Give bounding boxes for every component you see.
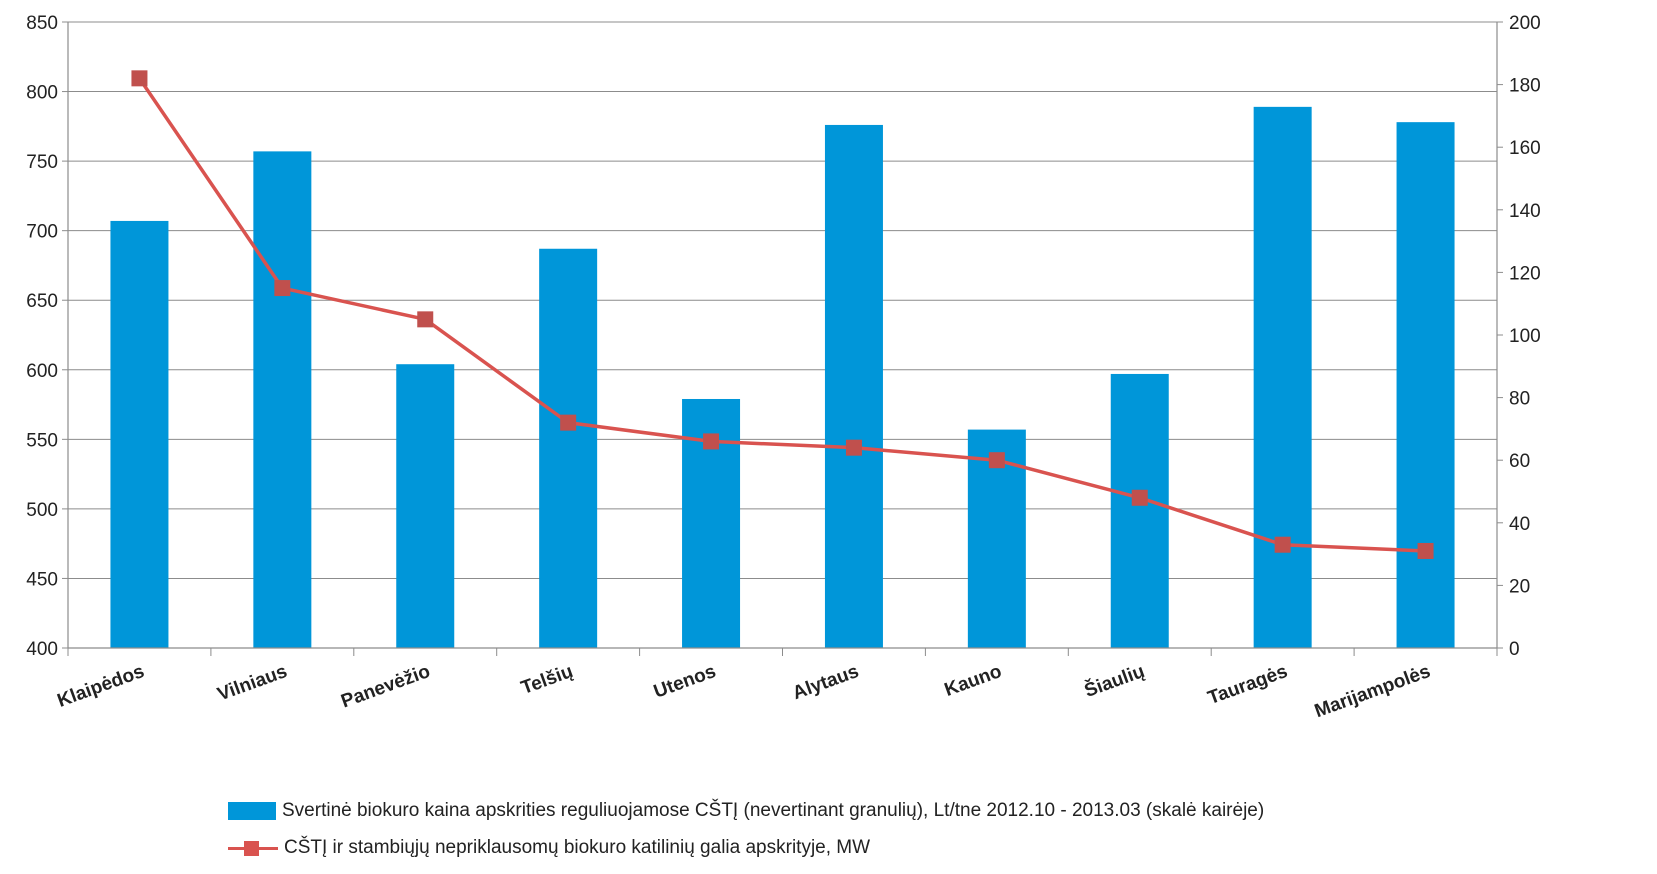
- right-axis-ticks: 0 20 40 60 80 100 120 140 160 180 200: [1509, 13, 1541, 660]
- legend-item-bar: Svertinė biokuro kaina apskrities reguli…: [228, 800, 1264, 822]
- category-label: Tauragės: [1205, 661, 1290, 709]
- category-label: Utenos: [651, 661, 719, 703]
- bar-1: [110, 220, 169, 648]
- left-tick-label: 800: [26, 83, 58, 104]
- left-tick-label: 700: [26, 222, 58, 243]
- right-tick-label: 180: [1509, 76, 1541, 97]
- line-marker-10: [1417, 542, 1434, 559]
- left-tick-label: 850: [26, 13, 58, 34]
- line-marker-6: [845, 439, 862, 456]
- combo-chart: 400 450 500 550 600 650 700 750 800 850 0 20 40 60 80…: [26, 13, 1541, 722]
- bar-10: [1396, 122, 1455, 648]
- category-label: Alytaus: [790, 661, 862, 704]
- bar-4: [539, 248, 598, 649]
- category-label: Marijampolės: [1312, 661, 1433, 722]
- right-tick-label: 200: [1509, 13, 1541, 34]
- left-tick-label: 400: [26, 639, 58, 660]
- right-tick-label: 40: [1509, 514, 1530, 535]
- line-series: [131, 70, 1434, 559]
- legend-bar-swatch: [228, 802, 276, 820]
- line-marker-9: [1274, 536, 1291, 553]
- bar-2: [253, 151, 312, 648]
- category-label: Telšių: [518, 661, 575, 699]
- legend-bar-label: Svertinė biokuro kaina apskrities reguli…: [282, 800, 1265, 821]
- left-tick-label: 550: [26, 430, 58, 451]
- line-marker-7: [988, 452, 1005, 469]
- legend-line-swatch: [228, 839, 278, 857]
- line-marker-1: [131, 70, 148, 87]
- category-label: Vilniaus: [215, 661, 290, 706]
- category-label: Kauno: [942, 661, 1005, 701]
- left-tick-label: 750: [26, 152, 58, 173]
- right-tick-label: 0: [1509, 639, 1520, 660]
- right-tick-label: 20: [1509, 576, 1530, 597]
- bar-9: [1253, 106, 1312, 648]
- category-labels: Klaipėdos Vilniaus Panevėžio Telšių Utenos Al…: [55, 660, 1434, 722]
- category-label: Panevėžio: [338, 661, 433, 713]
- line-marker-8: [1131, 489, 1148, 506]
- line-marker-5: [703, 433, 720, 450]
- line-marker-3: [417, 311, 434, 328]
- left-tick-label: 450: [26, 569, 58, 590]
- left-tick-label: 600: [26, 361, 58, 382]
- bar-3: [396, 364, 455, 648]
- bar-8: [1110, 373, 1169, 648]
- bar-series: [110, 106, 1455, 649]
- left-axis-ticks: 400 450 500 550 600 650 700 750 800 850: [26, 13, 58, 660]
- left-tick-label: 500: [26, 500, 58, 521]
- right-tick-label: 100: [1509, 326, 1541, 347]
- line-marker-4: [560, 414, 577, 431]
- line-path: [138, 77, 1426, 553]
- right-tick-label: 160: [1509, 138, 1541, 159]
- legend-line-label: CŠTĮ ir stambiųjų nepriklausomų biokuro …: [284, 837, 871, 858]
- right-tick-label: 140: [1509, 201, 1541, 222]
- right-tick-label: 120: [1509, 263, 1541, 284]
- line-marker-2: [274, 280, 291, 297]
- legend-item-line: CŠTĮ ir stambiųjų nepriklausomų biokuro …: [228, 837, 870, 859]
- category-label: Klaipėdos: [55, 661, 148, 712]
- right-tick-label: 60: [1509, 451, 1530, 472]
- bar-6: [824, 124, 883, 649]
- category-label: Šiaulių: [1081, 660, 1147, 702]
- right-tick-label: 80: [1509, 389, 1530, 410]
- axes: [62, 21, 1503, 656]
- left-tick-label: 650: [26, 291, 58, 312]
